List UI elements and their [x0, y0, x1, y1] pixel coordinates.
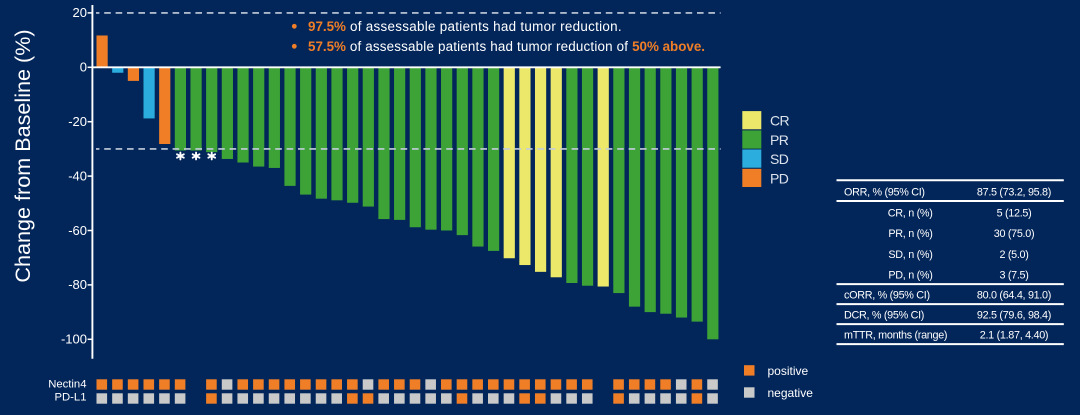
- svg-text:DCR, % (95% CI): DCR, % (95% CI): [844, 309, 924, 321]
- svg-text:PR, n (%): PR, n (%): [888, 228, 932, 240]
- svg-text:3 (7.5): 3 (7.5): [999, 270, 1028, 282]
- svg-text:PR: PR: [770, 132, 789, 148]
- svg-text:-80: -80: [68, 277, 87, 292]
- svg-text:SD: SD: [770, 151, 789, 167]
- svg-text:Change from Baseline (%): Change from Baseline (%): [10, 29, 35, 282]
- svg-text:-100: -100: [61, 332, 87, 347]
- svg-text:SD, n (%): SD, n (%): [888, 249, 932, 261]
- svg-text:CR: CR: [770, 113, 790, 129]
- svg-text:Nectin4: Nectin4: [48, 378, 86, 390]
- svg-text:negative: negative: [768, 386, 814, 400]
- svg-text:57.5% of assessable patients h: 57.5% of assessable patients had tumor r…: [308, 39, 705, 54]
- svg-text:2.1 (1.87, 4.40): 2.1 (1.87, 4.40): [980, 329, 1048, 341]
- svg-text:-60: -60: [68, 223, 87, 238]
- svg-text:PD: PD: [770, 170, 789, 186]
- svg-text:positive: positive: [768, 364, 809, 378]
- svg-text:CR, n (%): CR, n (%): [888, 208, 933, 220]
- svg-text:80.0 (64.4, 91.0): 80.0 (64.4, 91.0): [977, 289, 1051, 301]
- svg-text:PD, n (%): PD, n (%): [888, 270, 932, 282]
- svg-text:-40: -40: [68, 168, 87, 183]
- svg-text:20: 20: [73, 5, 87, 20]
- svg-text:ORR, % (95% CI): ORR, % (95% CI): [844, 187, 925, 199]
- svg-text:2 (5.0): 2 (5.0): [999, 249, 1028, 261]
- svg-text:cORR, % (95% CI): cORR, % (95% CI): [844, 289, 930, 301]
- svg-text:5 (12.5): 5 (12.5): [997, 208, 1032, 220]
- svg-text:87.5 (73.2, 95.8): 87.5 (73.2, 95.8): [977, 187, 1051, 199]
- svg-text:PD-L1: PD-L1: [54, 392, 86, 404]
- svg-text:30 (75.0): 30 (75.0): [994, 228, 1035, 240]
- svg-text:97.5% of assessable patients h: 97.5% of assessable patients had tumor r…: [308, 19, 622, 34]
- svg-text:92.5 (79.6, 98.4): 92.5 (79.6, 98.4): [977, 309, 1051, 321]
- svg-text:mTTR, months (range): mTTR, months (range): [844, 329, 947, 341]
- svg-text:0: 0: [80, 60, 87, 75]
- svg-text:-20: -20: [68, 114, 87, 129]
